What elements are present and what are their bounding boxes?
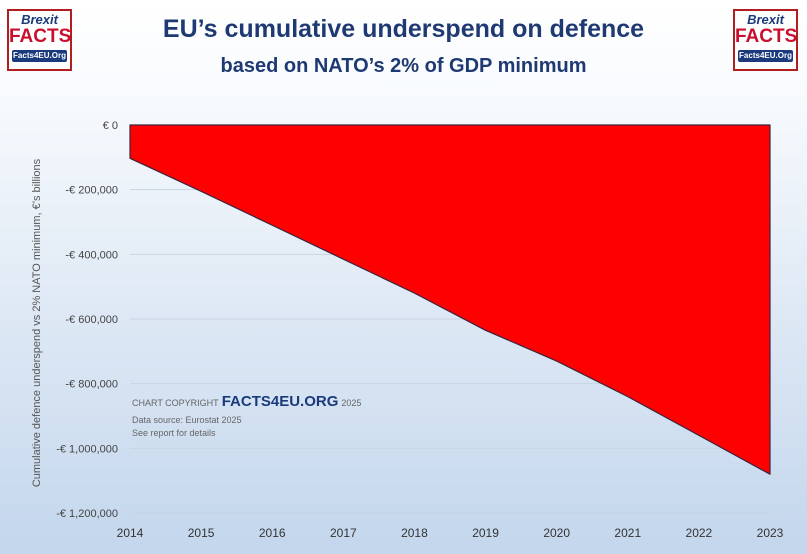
y-tick-label: -€ 600,000 xyxy=(65,314,118,326)
x-tick-label: 2023 xyxy=(757,526,784,540)
logo-brexit-text: Brexit xyxy=(21,12,58,27)
y-tick-label: -€ 1,000,000 xyxy=(56,443,118,455)
brexit-facts-logo-left: Brexit FACTS Facts4EU.Org xyxy=(7,9,72,71)
chart-title: EU’s cumulative underspend on defence xyxy=(162,15,645,43)
x-tick-label: 2020 xyxy=(543,526,570,540)
y-tick-label: € 0 xyxy=(103,120,118,132)
x-tick-label: 2018 xyxy=(401,526,428,540)
brexit-facts-logo-right: Brexit FACTS Facts4EU.Org xyxy=(733,9,798,71)
copyright-note: CHART COPYRIGHT FACTS4EU.ORG 2025 xyxy=(132,393,362,410)
x-tick-label: 2014 xyxy=(117,526,144,540)
details-note: See report for details xyxy=(132,428,216,438)
x-tick-label: 2015 xyxy=(188,526,215,540)
x-tick-label: 2017 xyxy=(330,526,357,540)
copyright-brand: FACTS4EU.ORG xyxy=(221,393,339,410)
copyright-year: 2025 xyxy=(341,398,362,408)
x-tick-label: 2019 xyxy=(472,526,499,540)
y-tick-label: -€ 1,200,000 xyxy=(56,508,118,520)
chart-subtitle: based on NATO’s 2% of GDP minimum xyxy=(220,55,587,77)
logo-facts-text: FACTS xyxy=(735,26,798,47)
logo-url-text: Facts4EU.Org xyxy=(738,50,793,62)
logo-facts-text: FACTS xyxy=(9,26,72,47)
y-tick-label: -€ 800,000 xyxy=(65,379,118,391)
y-tick-label: -€ 200,000 xyxy=(65,185,118,197)
data-source-note: Data source: Eurostat 2025 xyxy=(132,415,242,425)
x-tick-label: 2021 xyxy=(614,526,641,540)
logo-brexit-text: Brexit xyxy=(747,12,784,27)
x-tick-label: 2022 xyxy=(686,526,713,540)
underspend-area xyxy=(129,124,771,475)
logo-url-text: Facts4EU.Org xyxy=(12,50,67,62)
copyright-prefix: CHART COPYRIGHT xyxy=(132,398,219,408)
y-tick-label: -€ 400,000 xyxy=(65,249,118,261)
x-tick-label: 2016 xyxy=(259,526,286,540)
